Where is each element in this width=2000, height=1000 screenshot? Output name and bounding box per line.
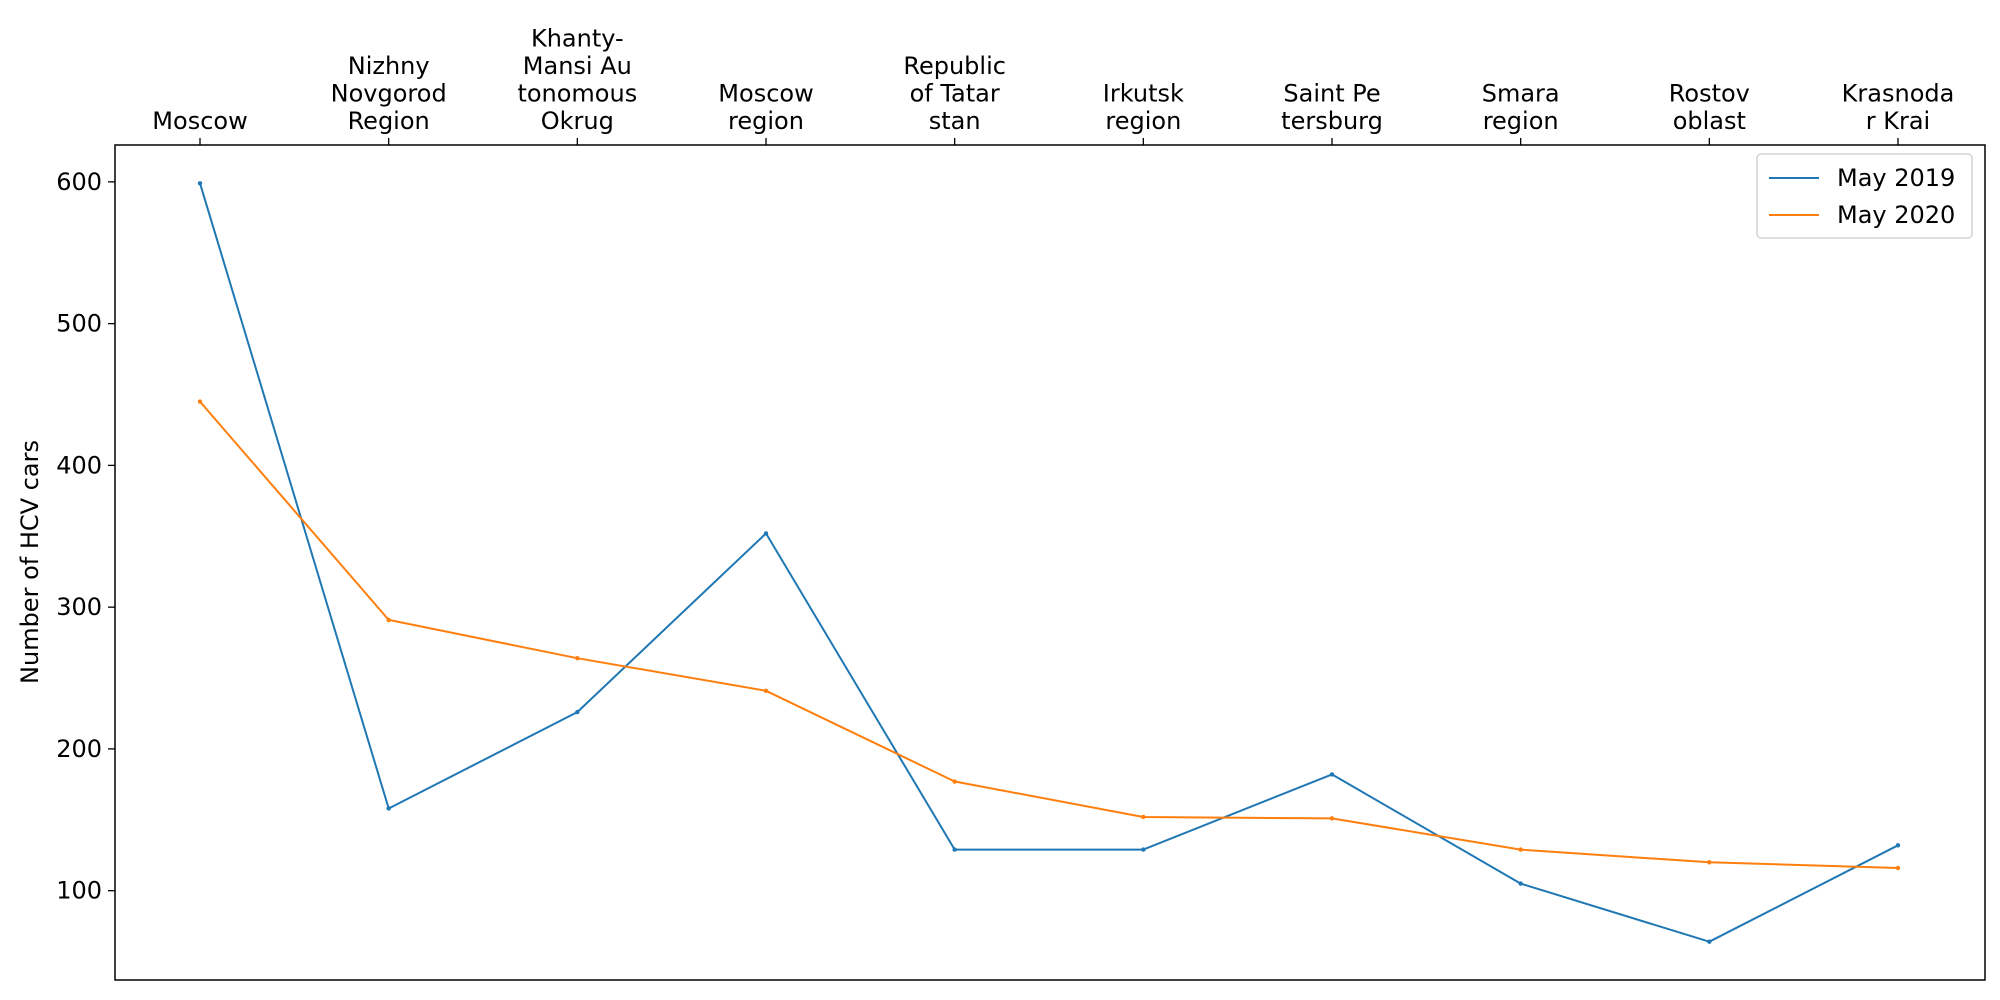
axes-frame <box>114 144 1986 981</box>
x-tick-label: Rostov <box>1669 80 1750 108</box>
data-point <box>197 181 203 186</box>
x-tick-label: oblast <box>1673 107 1746 135</box>
x-tick-label: Krasnoda <box>1842 80 1955 108</box>
y-tick-label: 300 <box>56 593 102 621</box>
data-point <box>1895 843 1901 848</box>
data-point <box>1141 814 1146 820</box>
x-tick-label: Smara <box>1482 80 1560 108</box>
x-tick-label: Republic <box>903 52 1006 80</box>
data-point <box>952 779 957 784</box>
x-tick-label: r Krai <box>1866 107 1930 135</box>
x-tick-label: tersburg <box>1281 107 1383 135</box>
data-point <box>1895 865 1901 871</box>
x-tick-label: region <box>728 107 804 135</box>
data-point <box>1518 881 1523 886</box>
series-line-2 <box>199 400 1899 869</box>
legend-label: May 2020 <box>1837 201 1955 229</box>
x-tick-label: stan <box>929 107 981 135</box>
y-axis-label: Number of HCV cars <box>16 440 44 684</box>
plot-area: 100200300400500600MoscowNizhnyNovgorodRe… <box>56 25 1986 981</box>
data-point <box>197 399 203 404</box>
series-line-1 <box>199 183 1899 943</box>
x-tick-label: Novgorod <box>331 80 447 108</box>
x-tick-label: tonomous <box>517 80 637 108</box>
data-point <box>763 688 769 693</box>
x-tick-label: Moscow <box>718 80 813 108</box>
x-tick-label: Region <box>348 107 430 135</box>
x-tick-label: Saint Pe <box>1283 80 1380 108</box>
legend-box <box>1756 153 1973 239</box>
y-tick-label: 200 <box>56 735 102 763</box>
y-tick-label: 100 <box>56 877 102 905</box>
data-point <box>1141 847 1146 852</box>
legend-label: May 2019 <box>1837 164 1955 192</box>
data-point <box>1329 816 1335 821</box>
x-tick-label: region <box>1483 107 1559 135</box>
x-tick-label: region <box>1105 107 1181 135</box>
x-tick-label: Khanty- <box>531 25 624 53</box>
data-point <box>952 847 957 852</box>
data-point <box>386 617 391 623</box>
x-tick-label: Moscow <box>152 107 247 135</box>
x-tick-label: Mansi Au <box>523 52 632 80</box>
x-tick-label: Nizhny <box>348 52 430 80</box>
data-point <box>763 531 769 536</box>
data-point <box>1707 860 1712 865</box>
data-point <box>1329 772 1335 777</box>
data-point <box>575 709 580 715</box>
y-tick-label: 600 <box>56 168 102 196</box>
x-tick-label: Irkutsk <box>1103 80 1184 108</box>
y-tick-label: 500 <box>56 310 102 338</box>
data-point <box>386 806 391 811</box>
data-point <box>575 655 580 661</box>
data-point <box>1518 847 1523 852</box>
x-tick-label: Okrug <box>541 107 614 135</box>
y-tick-label: 400 <box>56 451 102 479</box>
data-point <box>1707 939 1712 944</box>
x-tick-label: of Tatar <box>910 80 1000 108</box>
